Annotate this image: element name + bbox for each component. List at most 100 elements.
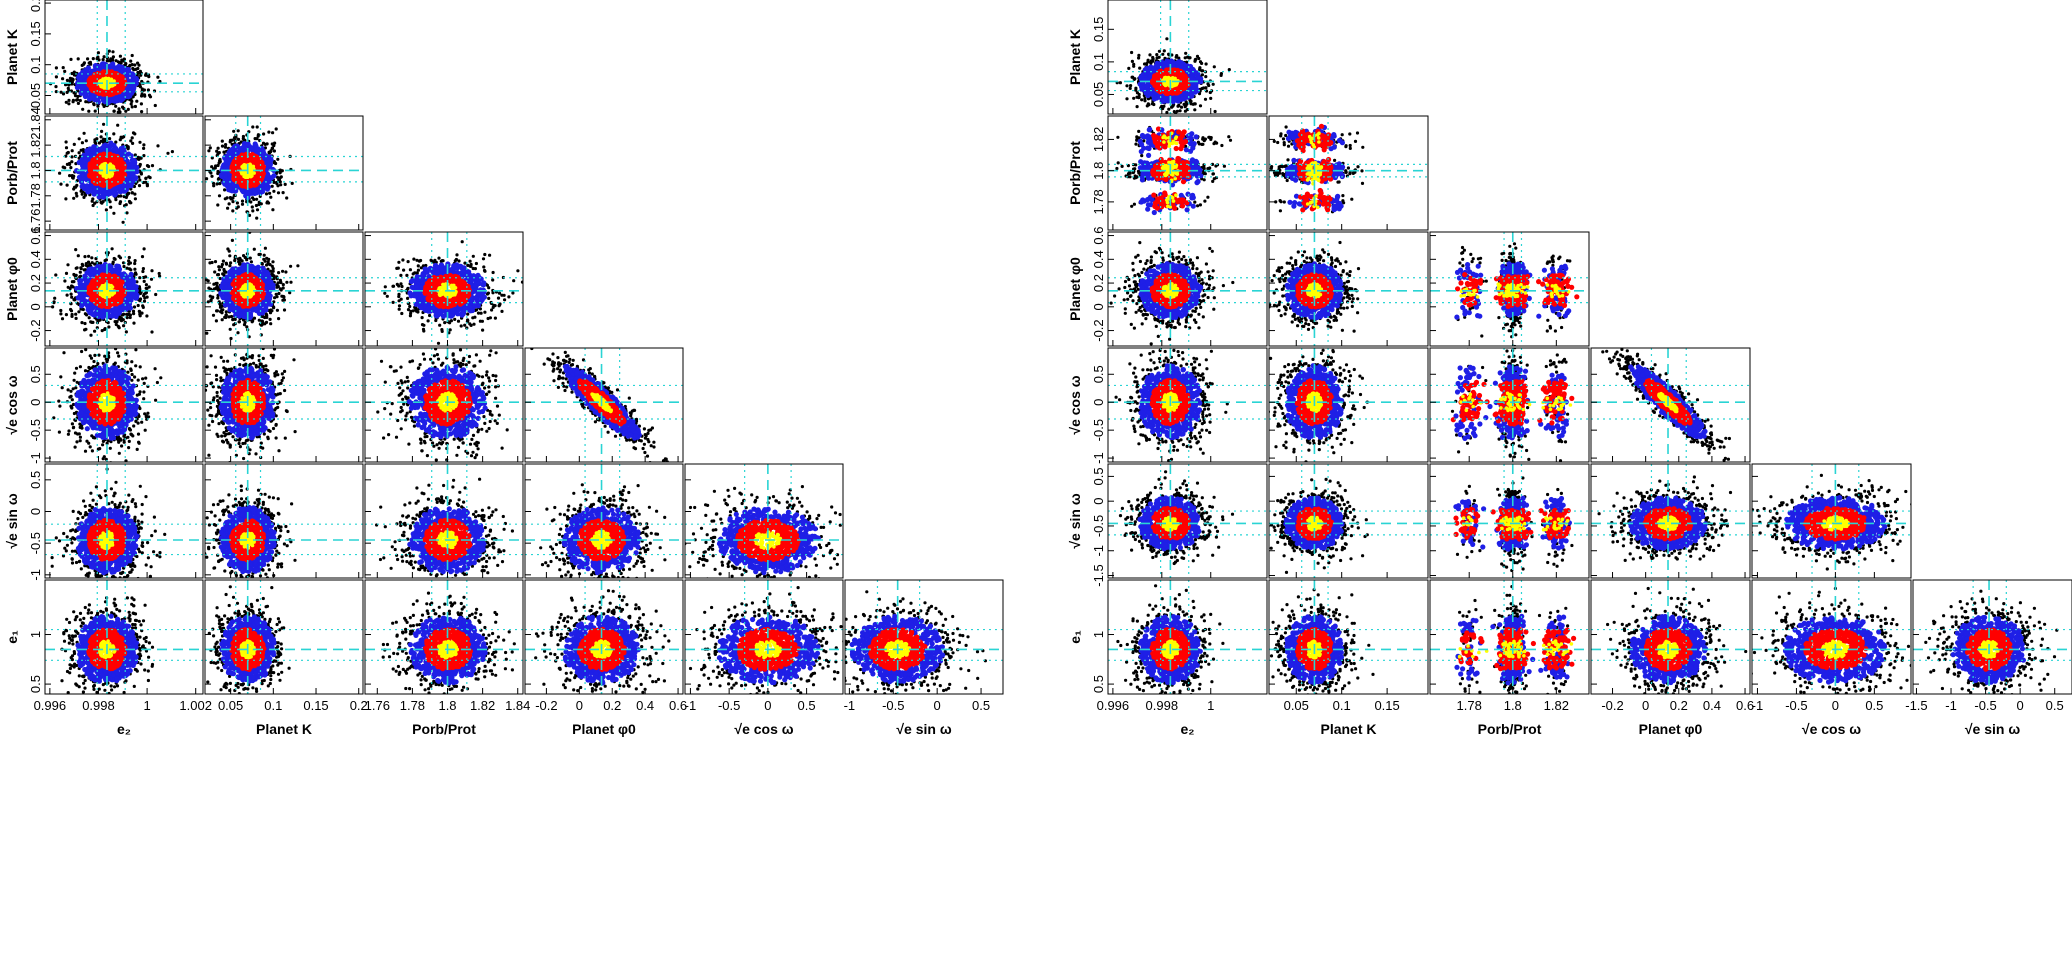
quantile-lines <box>525 580 683 694</box>
y-axis-label: Porb/Prot <box>4 141 20 205</box>
x-tick-label: 0.996 <box>34 698 67 713</box>
y-axis-label: √e cos ω <box>1067 375 1083 434</box>
quantile-lines <box>1430 232 1589 346</box>
x-tick-label: 0 <box>1832 698 1839 713</box>
panel-P-vs-ecos <box>1429 347 1590 463</box>
x-tick-label: -1 <box>844 698 856 713</box>
density-cloud <box>205 232 300 341</box>
y-tick-label: -1.5 <box>1091 564 1106 586</box>
x-tick-label: 1 <box>143 698 150 713</box>
x-tick-label: 1.8 <box>1504 698 1522 713</box>
density-cloud <box>205 125 294 220</box>
x-tick-label: 0.5 <box>972 698 990 713</box>
y-tick-label: 0 <box>28 508 43 515</box>
panel-esin-vs-e1: -1.5 -1 -0.5 0 0.5 √e sin ω <box>1905 579 2072 737</box>
density-cloud <box>50 467 167 578</box>
x-tick-label: -0.2 <box>1601 698 1623 713</box>
y-tick-label: 1.82 <box>1091 127 1106 152</box>
panel-K-vs-e1: 0.05 0.1 0.15 Planet K <box>1268 579 1429 737</box>
quantile-lines <box>1913 580 2072 694</box>
density-cloud <box>51 247 162 337</box>
quantile-lines <box>45 232 203 346</box>
x-axis-label: Planet φ0 <box>1639 721 1703 737</box>
x-tick-label: 0 <box>934 698 941 713</box>
density-cloud <box>1601 348 1731 462</box>
x-axis-label: Porb/Prot <box>1478 721 1542 737</box>
density-cloud <box>205 484 297 578</box>
panel-frame <box>1107 0 1268 115</box>
x-axis-label: Planet K <box>1320 721 1376 737</box>
panel-ecos-vs-e1: -1 -0.5 0 0.5 √e cos ω <box>1751 579 1912 737</box>
x-tick-label: -1 <box>685 698 697 713</box>
quantile-lines <box>1430 464 1589 578</box>
quantile-lines <box>1269 348 1428 462</box>
panel-frame <box>1107 579 1268 695</box>
y-axis-label: e₁ <box>1067 630 1083 644</box>
panel-e2-vs-esin: -1 -0.5 0 0.5 √e sin ω <box>4 463 204 581</box>
y-tick-label: 0.1 <box>28 56 43 74</box>
panel-frame <box>364 347 524 463</box>
density-cloud <box>1269 588 1375 694</box>
y-tick-label: -0.5 <box>28 532 43 554</box>
y-axis-label: e₁ <box>4 630 20 644</box>
y-tick-label: 1.8 <box>28 161 43 179</box>
panel-phi-vs-e1: -0.2 0 0.2 0.4 0.6 Planet φ0 <box>524 579 687 737</box>
panel-P-vs-ecos <box>364 347 524 463</box>
panel-e2-vs-K: 0.05 0.1 0.15 Planet K <box>1067 0 1268 115</box>
quantile-lines <box>1591 348 1750 462</box>
panel-frame <box>1429 347 1590 463</box>
panel-K-vs-P <box>1268 115 1429 231</box>
density-cloud <box>1115 37 1231 114</box>
panel-K-vs-ecos <box>204 347 364 463</box>
quantile-lines <box>365 464 523 578</box>
density-cloud <box>534 589 671 694</box>
panel-frame <box>44 115 204 231</box>
density-cloud <box>205 348 297 462</box>
quantile-lines <box>205 232 363 346</box>
quantile-lines <box>1108 580 1267 694</box>
panel-frame <box>1751 579 1912 695</box>
panel-e2-vs-ecos: -1 -0.5 0 0.5 √e cos ω <box>1067 347 1268 464</box>
quantile-lines <box>525 464 683 578</box>
panel-P-vs-phi <box>364 231 524 347</box>
panel-frame <box>364 463 524 579</box>
y-tick-label: -0.5 <box>1091 419 1106 441</box>
density-cloud <box>1606 586 1748 694</box>
panel-e2-vs-phi: -0.2 0 0.2 0.4 0.6 Planet φ0 <box>1067 227 1268 347</box>
density-cloud <box>1116 584 1225 694</box>
quantile-lines <box>1108 232 1267 346</box>
panel-frame <box>1590 463 1751 579</box>
density-cloud <box>1454 242 1580 346</box>
panel-frame <box>684 579 844 695</box>
x-tick-label: -1 <box>1752 698 1764 713</box>
panel-P-vs-e1: 1.76 1.78 1.8 1.82 1.84 Porb/Prot <box>364 579 530 737</box>
x-tick-label: 0.15 <box>303 698 328 713</box>
y-axis-label: Planet K <box>4 29 20 85</box>
x-tick-label: 0.4 <box>1703 698 1721 713</box>
quantile-lines <box>525 348 683 462</box>
y-tick-label: 0.1 <box>1091 53 1106 71</box>
density-cloud <box>1450 348 1575 462</box>
panel-frame <box>1429 463 1590 579</box>
density-cloud <box>1752 586 1911 694</box>
quantile-lines <box>365 232 523 346</box>
x-tick-label: 0.5 <box>798 698 816 713</box>
x-tick-label: -0.5 <box>882 698 904 713</box>
x-tick-label: 0.5 <box>2046 698 2064 713</box>
quantile-lines <box>205 580 363 694</box>
density-cloud <box>376 348 509 462</box>
quantile-lines <box>1591 464 1750 578</box>
panel-K-vs-P <box>204 115 364 231</box>
x-tick-label: 1 <box>1207 698 1214 713</box>
panel-frame <box>1268 347 1429 463</box>
panel-frame <box>524 347 684 463</box>
density-cloud <box>1453 476 1574 573</box>
panel-phi-vs-esin <box>524 463 684 579</box>
y-axis-label: Planet φ0 <box>4 257 20 321</box>
panel-frame <box>1751 463 1912 579</box>
y-tick-label: 1.78 <box>28 183 43 208</box>
y-tick-label: 0.4 <box>1091 250 1106 268</box>
